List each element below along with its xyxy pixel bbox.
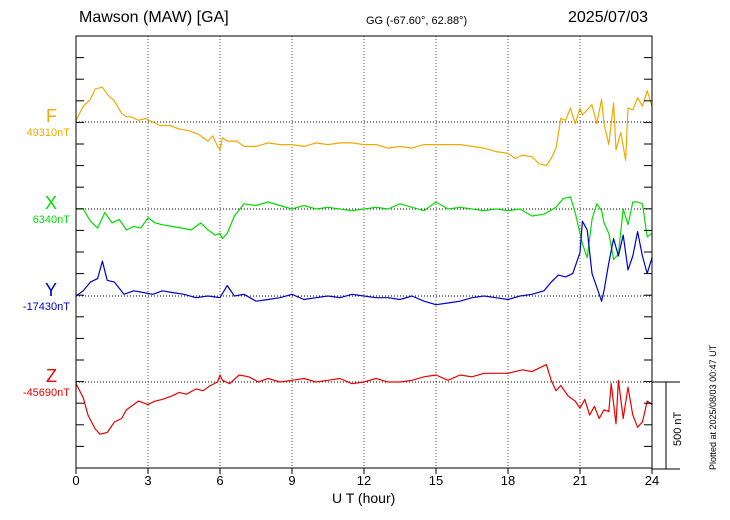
component-label-x: X bbox=[44, 193, 57, 213]
x-tick-label: 24 bbox=[644, 473, 660, 488]
plot-date: 2025/07/03 bbox=[568, 9, 649, 26]
x-axis-label: U T (hour) bbox=[332, 490, 396, 506]
x-tick-label: 12 bbox=[356, 473, 372, 488]
baseline-value-x: 6340nT bbox=[32, 214, 70, 226]
x-tick-label: 18 bbox=[500, 473, 516, 488]
baseline-value-f: 49310nT bbox=[26, 127, 70, 139]
x-tick-label: 6 bbox=[216, 473, 224, 488]
component-label-z: Z bbox=[46, 366, 57, 386]
scale-bar bbox=[652, 381, 680, 470]
x-tick-label: 3 bbox=[144, 473, 152, 488]
series-line-z bbox=[75, 364, 653, 435]
series-lines bbox=[75, 86, 653, 435]
x-tick-label: 9 bbox=[288, 473, 296, 488]
grid-lines bbox=[147, 36, 581, 468]
component-label-y: Y bbox=[44, 280, 57, 300]
x-tick-label: 0 bbox=[72, 473, 80, 488]
plotted-timestamp: Plotted at 2025/08/03 00:47 UT bbox=[708, 344, 718, 470]
series-line-y bbox=[75, 220, 653, 306]
x-tick-label: 15 bbox=[428, 473, 444, 488]
component-label-f: F bbox=[46, 106, 57, 126]
baseline-value-y: -17430nT bbox=[22, 301, 70, 313]
series-line-f bbox=[75, 86, 653, 167]
scale-bar-label: 500 nT bbox=[672, 411, 684, 446]
baseline-value-z: -45690nT bbox=[22, 387, 70, 399]
station-title: Mawson (MAW) [GA] bbox=[79, 9, 229, 26]
series-line-x bbox=[76, 196, 653, 261]
x-tick-label: 21 bbox=[572, 473, 588, 488]
geo-coords: GG (-67.60°, 62.88°) bbox=[366, 15, 468, 27]
